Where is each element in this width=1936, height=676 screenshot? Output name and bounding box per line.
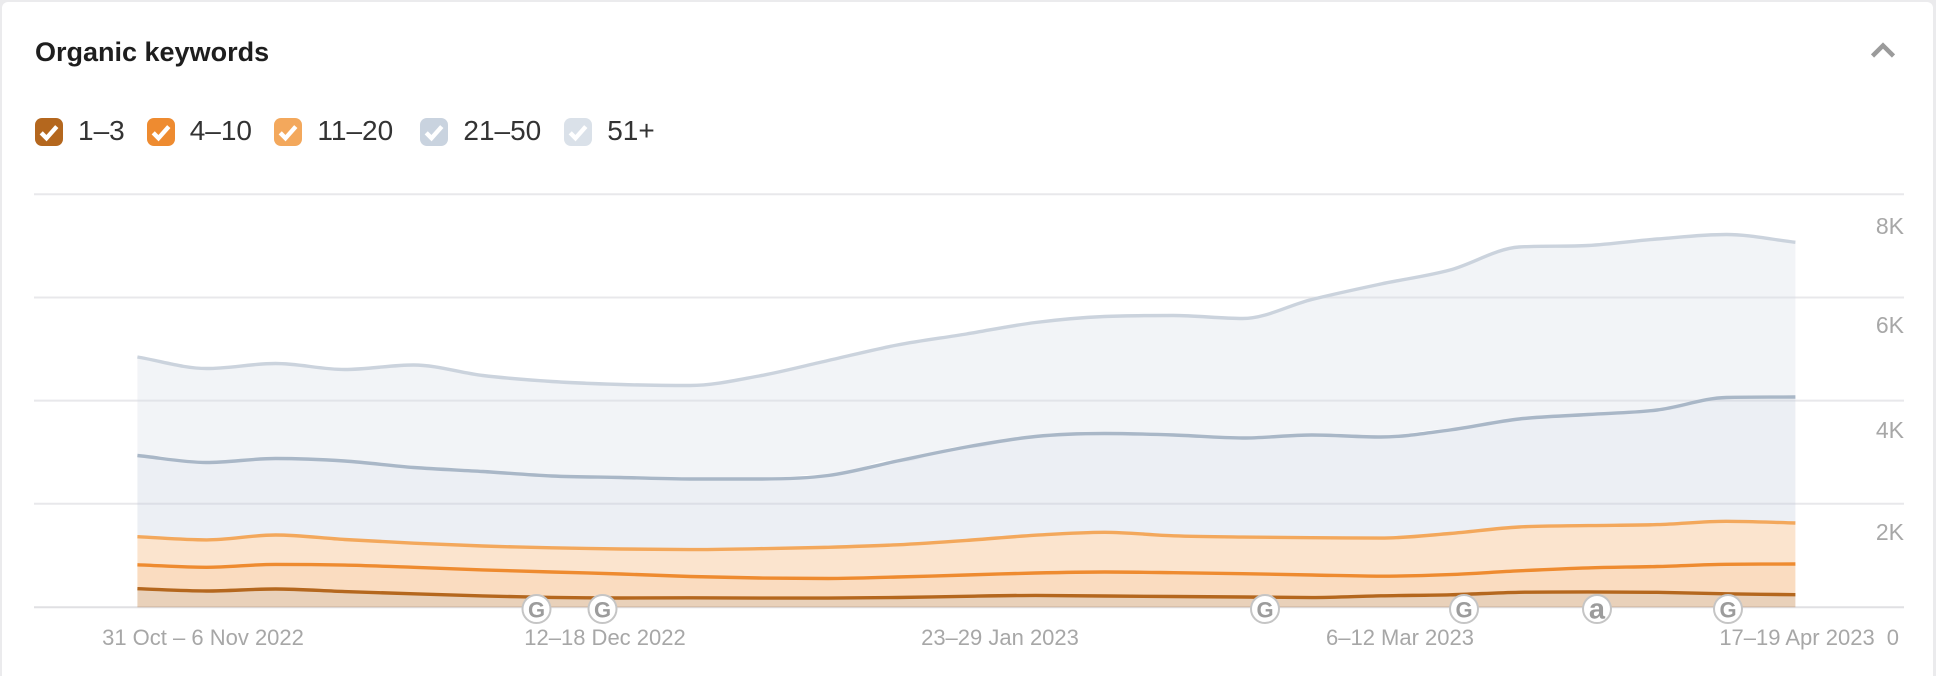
svg-text:G: G <box>1719 598 1736 623</box>
svg-text:G: G <box>594 598 611 623</box>
svg-text:G: G <box>1455 598 1472 623</box>
svg-text:31 Oct – 6 Nov 2022: 31 Oct – 6 Nov 2022 <box>102 625 304 650</box>
svg-text:2K: 2K <box>1876 519 1905 545</box>
svg-text:23–29 Jan 2023: 23–29 Jan 2023 <box>921 625 1079 650</box>
svg-text:G: G <box>528 598 545 623</box>
svg-text:G: G <box>1256 598 1273 623</box>
svg-text:17–19 Apr 2023: 17–19 Apr 2023 <box>1719 625 1874 650</box>
svg-text:4K: 4K <box>1876 417 1905 443</box>
svg-text:12–18 Dec 2022: 12–18 Dec 2022 <box>524 625 685 650</box>
svg-text:0: 0 <box>1887 625 1899 650</box>
svg-text:6–12 Mar 2023: 6–12 Mar 2023 <box>1326 625 1474 650</box>
svg-text:8K: 8K <box>1876 213 1905 239</box>
svg-text:a: a <box>1589 594 1606 626</box>
svg-text:6K: 6K <box>1876 312 1905 338</box>
